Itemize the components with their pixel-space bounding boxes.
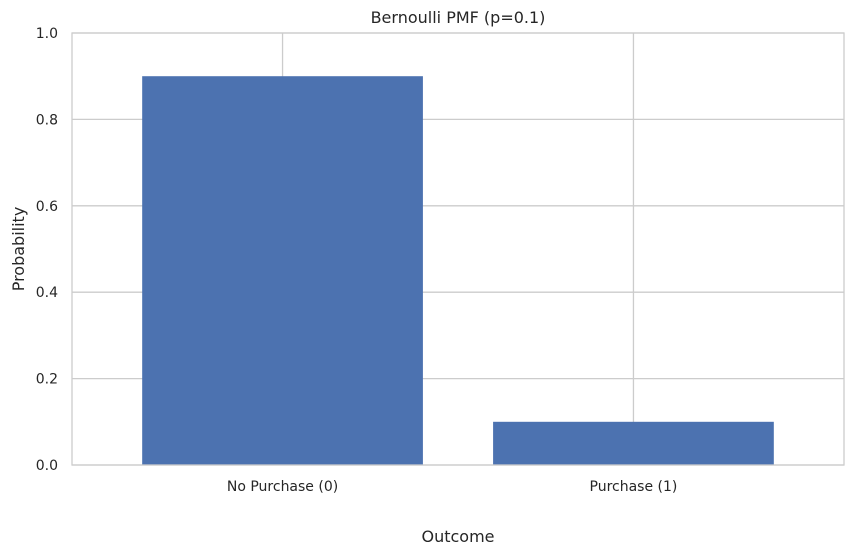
x-axis-label: Outcome: [421, 527, 494, 546]
x-tick-label: No Purchase (0): [227, 479, 338, 495]
y-tick-label: 1.0: [36, 26, 58, 42]
y-tick-label: 0.2: [36, 372, 58, 388]
bar: [493, 421, 774, 465]
chart-title: Bernoulli PMF (p=0.1): [371, 8, 546, 27]
x-tick-label: Purchase (1): [590, 479, 678, 495]
y-tick-label: 0.4: [36, 285, 58, 301]
y-tick-label: 0.0: [36, 458, 58, 474]
bar: [142, 76, 423, 465]
y-tick-label: 0.8: [36, 112, 58, 128]
y-tick-label: 0.6: [36, 199, 58, 215]
y-axis-label: Probability: [9, 207, 28, 292]
x-axis-ticks: No Purchase (0) Purchase (1): [227, 479, 678, 495]
y-axis-ticks: 0.0 0.2 0.4 0.6 0.8 1.0: [36, 26, 58, 474]
plot-frame: [71, 32, 845, 466]
bars: [142, 76, 774, 465]
